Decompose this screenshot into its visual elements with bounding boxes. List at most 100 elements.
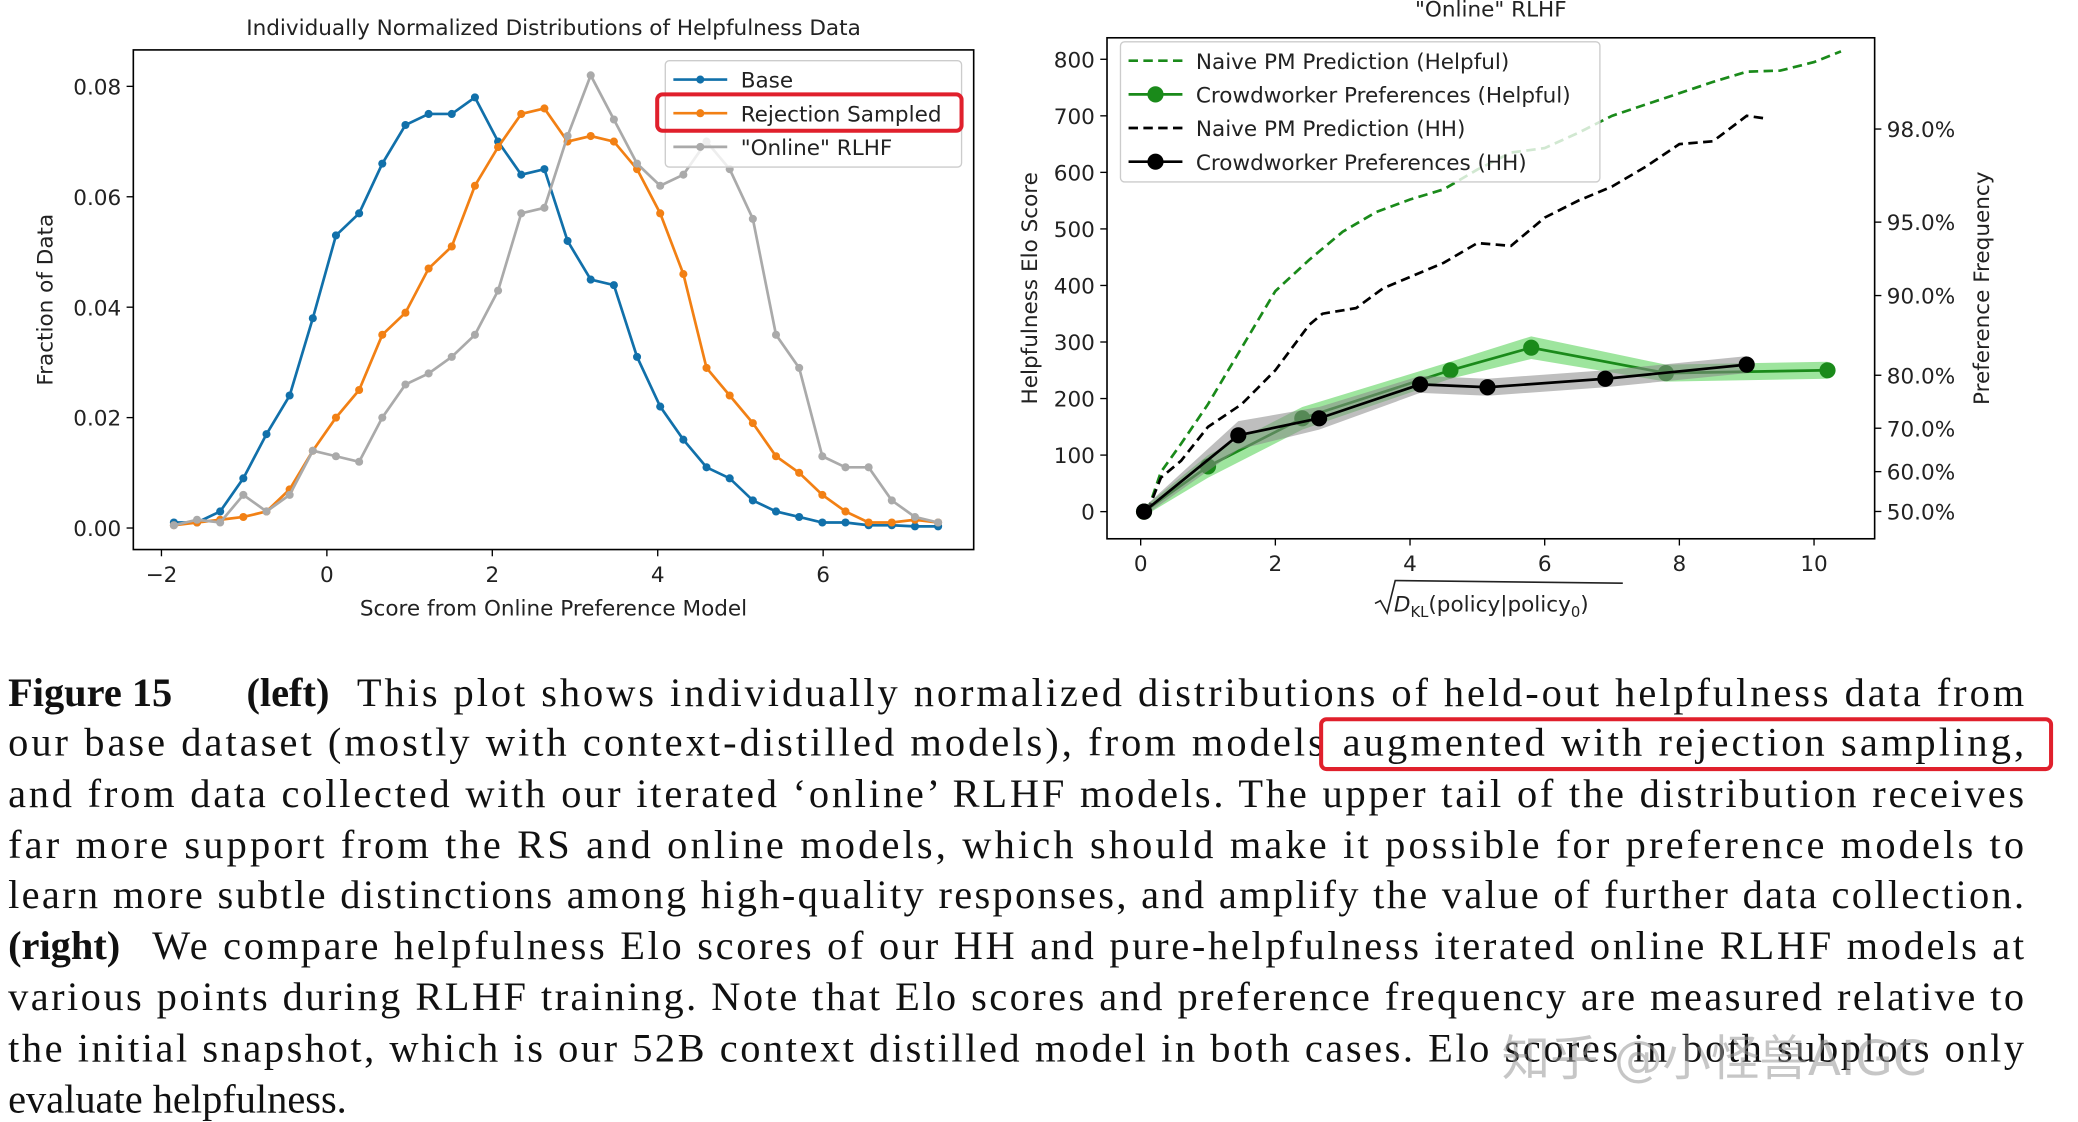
y2-tick-label: 60.0% — [1887, 461, 1955, 486]
data-point — [540, 203, 549, 212]
series-line — [1146, 114, 1768, 513]
data-point — [748, 419, 757, 428]
data-point — [401, 308, 410, 317]
data-point — [633, 159, 642, 168]
data-point — [239, 512, 248, 522]
data-point — [702, 363, 711, 372]
data-point — [795, 363, 804, 372]
caption-line: various points during RLHF training. Not… — [8, 974, 2024, 1019]
data-point — [216, 507, 225, 516]
caption-label: (right) — [8, 923, 120, 968]
data-point — [540, 104, 549, 113]
legend-label: Naive PM Prediction (HH) — [1196, 117, 1466, 142]
data-point — [1597, 370, 1614, 387]
caption-line: This plot shows individually normalized … — [357, 670, 2024, 715]
data-point — [216, 518, 225, 527]
data-point — [887, 518, 896, 527]
legend-label: Rejection Sampled — [741, 102, 942, 127]
y-axis-label: Helpfulness Elo Score — [1018, 172, 1043, 404]
data-point — [679, 270, 688, 279]
data-point — [262, 507, 271, 516]
data-point — [355, 209, 364, 218]
data-point — [308, 314, 317, 323]
data-point — [378, 330, 387, 339]
data-point — [447, 352, 456, 361]
caption-line: augmented with rejection sampling, — [1343, 720, 2024, 765]
x-tick-label: 6 — [1538, 552, 1552, 577]
data-point — [586, 71, 595, 80]
data-point — [401, 380, 410, 389]
caption-line: learn more subtle distinctions among hig… — [8, 872, 2024, 917]
data-point — [517, 209, 526, 218]
error-band — [1144, 356, 1747, 517]
data-point — [656, 181, 665, 190]
legend-box — [1119, 41, 1601, 183]
data-point — [771, 507, 781, 516]
data-point — [169, 521, 178, 530]
data-point — [470, 181, 479, 190]
data-point — [378, 159, 387, 168]
y2-tick-label: 90.0% — [1887, 285, 1955, 310]
data-point — [864, 518, 873, 527]
data-point — [1819, 362, 1836, 379]
x-axis-label: Score from Online Preference Model — [360, 597, 747, 622]
data-point — [725, 391, 734, 400]
chart-title: "Online" RLHF — [1415, 0, 1567, 22]
data-point — [470, 330, 479, 339]
data-point — [1230, 427, 1247, 444]
data-point — [1442, 362, 1459, 379]
data-point — [771, 330, 781, 339]
data-point — [586, 132, 595, 141]
data-point — [239, 474, 248, 483]
caption-line: and from data collected with our iterate… — [8, 771, 2024, 816]
data-point — [887, 496, 896, 505]
plot-frame — [132, 49, 975, 551]
data-point — [331, 231, 341, 240]
y-tick-label: 0.08 — [73, 75, 121, 100]
y2-tick-label: 95.0% — [1887, 211, 1955, 236]
data-point — [331, 452, 341, 461]
legend-marker — [1147, 153, 1164, 170]
data-point — [1479, 379, 1496, 396]
caption-label: (left) — [246, 670, 329, 715]
plot-frame — [1106, 36, 1876, 540]
data-point — [679, 435, 688, 444]
data-point — [841, 518, 850, 527]
y-tick-label: 0.04 — [73, 296, 121, 321]
data-point — [725, 474, 734, 483]
data-point — [864, 463, 873, 472]
y2-tick-label: 98.0% — [1887, 118, 1955, 143]
y2-tick-label: 80.0% — [1887, 364, 1955, 389]
data-point — [563, 236, 572, 245]
data-point — [910, 512, 919, 522]
y-tick-label: 0.06 — [73, 186, 121, 211]
legend-marker — [696, 142, 705, 151]
y-tick-label: 0 — [1081, 501, 1095, 526]
data-point — [308, 446, 317, 455]
sqrt-sign — [1374, 579, 1623, 616]
data-point — [795, 468, 804, 477]
data-point — [841, 507, 850, 516]
y-tick-label: 800 — [1054, 48, 1095, 73]
y-tick-label: 500 — [1054, 218, 1095, 243]
legend-label: Naive PM Prediction (Helpful) — [1196, 50, 1509, 75]
x-tick-label: 10 — [1800, 552, 1827, 577]
data-point — [1523, 339, 1540, 356]
x-axis-label-part: D — [1394, 593, 1411, 618]
data-point — [494, 286, 503, 295]
x-tick-label: 4 — [651, 563, 665, 588]
x-tick-label: 2 — [1268, 552, 1282, 577]
data-point — [401, 120, 410, 130]
legend-marker — [696, 75, 705, 84]
y-tick-label: 0.02 — [73, 407, 121, 432]
y-tick-label: 300 — [1054, 331, 1095, 356]
y2-axis-label: Preference Frequency — [1970, 171, 1995, 405]
data-point — [424, 109, 433, 118]
y-axis-label: Fraction of Data — [34, 214, 59, 386]
data-point — [285, 391, 294, 400]
caption-line: our base dataset (mostly with context-di… — [8, 720, 1324, 765]
y-tick-label: 100 — [1054, 444, 1095, 469]
legend-label: "Online" RLHF — [741, 136, 893, 161]
